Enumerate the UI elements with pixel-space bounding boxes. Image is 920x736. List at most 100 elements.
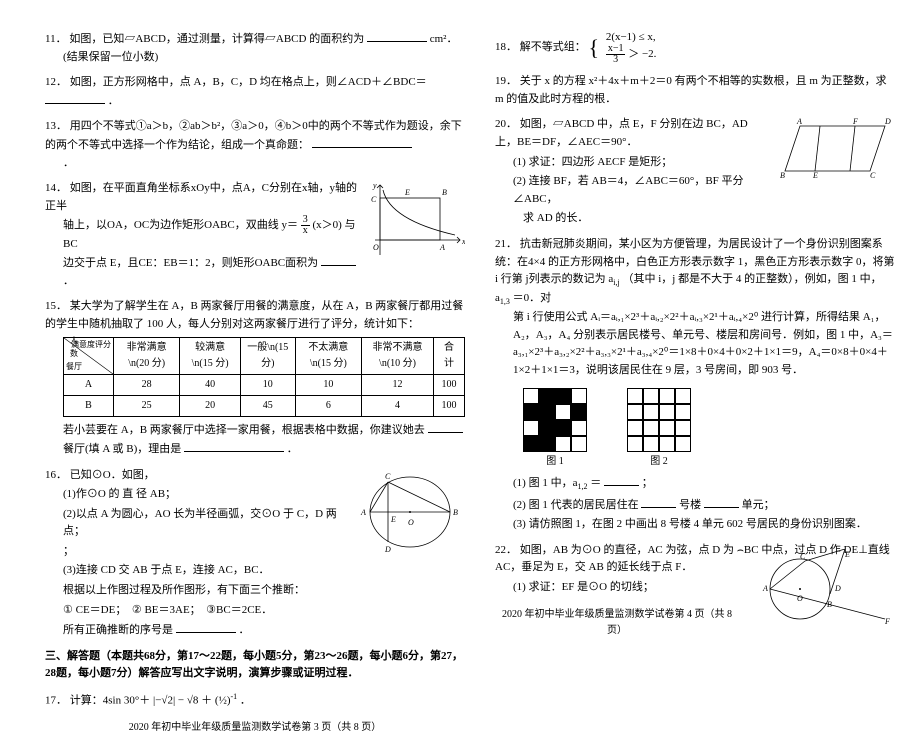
q21-s2: (2) 图 1 代表的居民居住在	[513, 499, 639, 511]
q14-suffix: ．	[63, 275, 74, 287]
svg-text:D: D	[384, 545, 391, 554]
section3-head: 三、解答题（本题共68分，第17～22题，每小题5分，第23～26题，每小题6分…	[45, 648, 465, 683]
q22-num: 22．	[495, 544, 517, 556]
q20-s3: 求 AD 的长．	[495, 210, 895, 228]
parallelogram-figure: A F D B E C	[775, 116, 895, 181]
svg-text:C: C	[385, 472, 391, 481]
q18-text1: 解不等式组：	[520, 41, 586, 53]
q15: 15． 某大学为了解学生在 A，B 两家餐厅用餐的满意度，从在 A，B 两家餐厅…	[45, 298, 465, 458]
q17-paren: (½)	[215, 695, 231, 707]
satisfaction-table: 满意度评分 人数餐厅 非常满意\n(20 分) 较满意\n(15 分) 一般\n…	[63, 337, 465, 417]
q12-suffix: ．	[108, 95, 119, 107]
q20-num: 20．	[495, 118, 517, 130]
q15-text3: 餐厅(填 A 或 B)，理由是	[63, 443, 181, 455]
q16-text1: 已知⊙O．如图，	[70, 469, 155, 481]
q16-s3: (3)连接 CD 交 AB 于点 E，连接 AC，BC．	[45, 562, 465, 580]
q21-blank3	[704, 496, 739, 508]
footer-left: 2020 年初中毕业年级质量监测数学试卷第 3 页（共 8 页）	[45, 720, 465, 736]
q21-blank2	[641, 496, 676, 508]
q11: 11． 如图，已知▱ABCD，通过测量，计算得▱ABCD 的面积约为 cm²． …	[45, 30, 465, 66]
grid2-wrap: 图 2	[627, 388, 691, 470]
svg-text:D: D	[834, 584, 841, 593]
q11-blank	[367, 30, 427, 42]
svg-text:O: O	[408, 518, 414, 527]
q17-num: 17．	[45, 695, 67, 707]
q18-system: 2(x−1) ≤ x, x−13 ＞ −2.	[606, 30, 657, 65]
q21-blank1	[604, 474, 639, 486]
svg-text:B: B	[442, 188, 447, 197]
svg-text:B: B	[827, 600, 832, 609]
q21-text3: ＝0．对	[513, 292, 552, 304]
q19-num: 19．	[495, 75, 517, 87]
q14-text4: 边交于点 E，且CE：EB＝1：2，则矩形OABC面积为	[63, 257, 318, 269]
q21-num: 21．	[495, 238, 517, 250]
q16-blank	[176, 621, 236, 633]
svg-text:C: C	[371, 195, 377, 204]
q15-text2: 若小芸要在 A，B 两家餐厅中选择一家用餐，根据表格中数据，你建议她去	[63, 424, 425, 436]
q11-unit: cm²．	[430, 33, 458, 45]
page-left: 11． 如图，已知▱ABCD，通过测量，计算得▱ABCD 的面积约为 cm²． …	[45, 30, 465, 596]
svg-text:A: A	[762, 584, 768, 593]
grids: 图 1 图 2	[523, 388, 895, 470]
svg-text:A: A	[360, 508, 366, 517]
q18: 18． 解不等式组： { 2(x−1) ≤ x, x−13 ＞ −2.	[495, 30, 895, 65]
q17: 17． 计算：4sin 30°＋ |−√2| − √8 ＋ (½)-1 ．	[45, 691, 465, 710]
q18-num: 18．	[495, 41, 517, 53]
svg-text:E: E	[812, 171, 818, 180]
q14-frac: 3x	[301, 215, 310, 236]
q11-num: 11．	[45, 33, 67, 45]
q16-s5: 所有正确推断的序号是	[63, 624, 173, 636]
q21-text4: 第 i 行使用公式 Aᵢ＝aᵢ,₁×2³＋aᵢ,₂×2²＋aᵢ,₃×2¹＋aᵢ,…	[495, 309, 895, 379]
grid-fig2	[627, 388, 691, 452]
q12-blank	[45, 92, 105, 104]
q14-text1: 如图，在平面直角坐标系xOy中，点A，C分别在x轴，y轴的正半	[45, 182, 357, 212]
svg-text:F: F	[852, 117, 858, 126]
q19-text1: 关于 x 的方程 x²＋4x＋m＋2＝0 有两个不相等的实数根，且 m 为正整数…	[495, 75, 887, 105]
q17-text2: − √8 ＋	[178, 695, 212, 707]
svg-text:E: E	[404, 188, 410, 197]
q14: x y O C E B A 14． 如图，在平面直角坐标系xOy中，点A，C分别…	[45, 180, 465, 290]
q14-num: 14．	[45, 182, 67, 194]
q21: 21． 抗击新冠肺炎期间，某小区为方便管理，为居民设计了一个身份识别图案系统：在…	[495, 236, 895, 534]
svg-text:y: y	[372, 181, 377, 190]
svg-text:O: O	[373, 243, 379, 252]
hyperbola-figure: x y O C E B A	[365, 180, 465, 260]
svg-text:E: E	[390, 515, 396, 524]
q15-suffix: ．	[287, 443, 298, 455]
q15-blank1	[428, 421, 463, 433]
svg-text:O: O	[797, 594, 803, 603]
q21-s1: (1) 图 1 中，a	[513, 477, 577, 489]
q22: 22． 如图，AB 为⊙O 的直径，AC 为弦，点 D 为 ⌢BC 中点，过点 …	[495, 542, 895, 597]
q17-text1: 计算：4sin 30°＋	[70, 695, 151, 707]
circle-figure: A B C D E O	[355, 467, 465, 557]
chord-figure: A O B F C E D	[745, 549, 895, 629]
q16: A B C D E O 16． 已知⊙O．如图， (1)作⊙O 的 直 径 AB…	[45, 467, 465, 640]
q12: 12． 如图，正方形网格中，点 A，B，C，D 均在格点上，则∠ACD＋∠BDC…	[45, 74, 465, 110]
q12-text: 如图，正方形网格中，点 A，B，C，D 均在格点上，则∠ACD＋∠BDC＝	[70, 76, 427, 88]
q17-abs: |−√2|	[153, 695, 175, 707]
svg-text:F: F	[884, 617, 890, 626]
svg-text:C: C	[870, 171, 876, 180]
q13-num: 13．	[45, 120, 67, 132]
svg-text:A: A	[439, 243, 445, 252]
q17-suffix: ．	[240, 695, 251, 707]
grid-fig1	[523, 388, 587, 452]
q14-blank	[321, 254, 356, 266]
svg-text:A: A	[796, 117, 802, 126]
page-right: 18． 解不等式组： { 2(x−1) ≤ x, x−13 ＞ −2. 19． …	[495, 30, 895, 596]
svg-text:B: B	[780, 171, 785, 180]
q13: 13． 用四个不等式①a＞b，②ab＞b²，③a＞0，④b＞0中的两个不等式作为…	[45, 118, 465, 172]
svg-text:B: B	[453, 508, 458, 517]
q13-blank	[312, 136, 412, 148]
q14-text2: 轴上，以OA，OC为边作矩形OABC，双曲线 y＝	[63, 219, 298, 231]
q16-opts: ① CE＝DE； ② BE＝3AE； ③BC＝2CE．	[45, 602, 465, 620]
q19: 19． 关于 x 的方程 x²＋4x＋m＋2＝0 有两个不相等的实数根，且 m …	[495, 73, 895, 108]
q15-text1: 某大学为了解学生在 A，B 两家餐厅用餐的满意度，从在 A，B 两家餐厅都用过餐…	[45, 300, 463, 330]
q20: A F D B E C 20． 如图，▱ABCD 中，点 E，F 分别在边 BC…	[495, 116, 895, 228]
q16-s4: 根据以上作图过程及所作图形，有下面三个推断：	[45, 582, 465, 600]
q16-num: 16．	[45, 469, 67, 481]
q16-suffix: ．	[239, 624, 250, 636]
q12-num: 12．	[45, 76, 67, 88]
grid1-wrap: 图 1	[523, 388, 587, 470]
svg-text:D: D	[884, 117, 891, 126]
